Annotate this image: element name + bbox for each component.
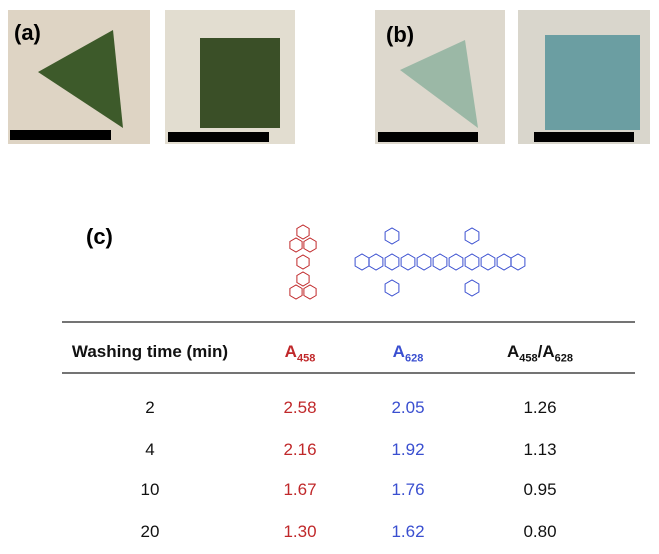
header-sub: 458 [297, 352, 315, 364]
table-cell: 1.26 [455, 398, 625, 418]
ring [417, 254, 431, 270]
ring [297, 225, 309, 239]
ring [355, 254, 369, 270]
table-cell: 0.80 [455, 522, 625, 542]
ring [401, 254, 415, 270]
table-cell: 0.95 [455, 480, 625, 500]
sample-rect [545, 35, 640, 130]
ring [385, 228, 399, 244]
ring [465, 228, 479, 244]
ring [433, 254, 447, 270]
figure: (a) (b) (c) Washing time (min) A458 A628… [0, 0, 659, 554]
ring [369, 254, 383, 270]
ring [449, 254, 463, 270]
scale-bar [534, 132, 634, 142]
ring [497, 254, 511, 270]
sample-rect [200, 38, 280, 128]
header-text: A [542, 342, 554, 361]
panel-label: (a) [14, 20, 41, 45]
ring [290, 285, 302, 299]
header-sub: 628 [405, 352, 423, 364]
scale-bar [10, 130, 111, 140]
scale-bar [378, 132, 478, 142]
header-text: A [393, 342, 405, 361]
ring [481, 254, 495, 270]
header-text: A [285, 342, 297, 361]
header-cell: A458/A628 [455, 342, 625, 364]
header-text: A [507, 342, 519, 361]
ring [304, 238, 316, 252]
molecule-blue [355, 228, 525, 296]
ring [385, 280, 399, 296]
ring [511, 254, 525, 270]
table-cell: 1.13 [455, 440, 625, 460]
ring [465, 280, 479, 296]
ring [297, 272, 309, 286]
header-sub: 628 [555, 352, 573, 364]
ring [465, 254, 479, 270]
table-cell: 2 [65, 398, 235, 418]
molecule-red [290, 225, 316, 299]
header-sub: 458 [519, 352, 537, 364]
header-cell: Washing time (min) [65, 342, 235, 362]
table-cell: 4 [65, 440, 235, 460]
table-cell: 10 [65, 480, 235, 500]
ring [290, 238, 302, 252]
figure-art: (a) (b) (c) [0, 0, 659, 554]
ring [304, 285, 316, 299]
panel-label: (c) [86, 224, 113, 249]
scale-bar [168, 132, 269, 142]
table-cell: 20 [65, 522, 235, 542]
ring [297, 255, 309, 269]
panel-label: (b) [386, 22, 414, 47]
ring [385, 254, 399, 270]
